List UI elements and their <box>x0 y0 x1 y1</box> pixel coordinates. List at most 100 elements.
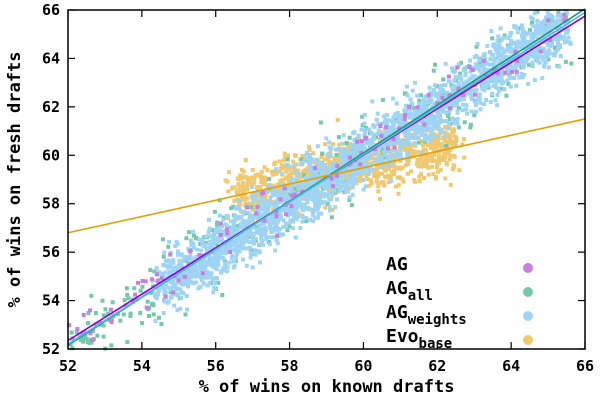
data-point <box>375 132 380 136</box>
data-point <box>412 80 417 85</box>
data-point <box>335 118 340 122</box>
data-point <box>282 186 287 191</box>
data-point <box>395 111 400 115</box>
data-point <box>267 242 272 247</box>
data-point <box>371 134 376 139</box>
data-point <box>382 135 387 140</box>
data-point <box>447 117 452 122</box>
data-point <box>415 93 419 98</box>
data-point <box>398 150 403 155</box>
data-point <box>559 18 564 23</box>
legend-marker <box>523 287 533 297</box>
data-point <box>489 78 494 83</box>
data-point <box>232 219 237 224</box>
data-point <box>340 181 345 186</box>
data-point <box>233 213 237 218</box>
data-point <box>420 139 424 143</box>
data-point <box>362 133 367 138</box>
data-point <box>354 178 358 183</box>
data-point <box>211 241 216 245</box>
data-point <box>394 127 399 132</box>
data-point <box>529 46 534 51</box>
data-point <box>298 202 303 207</box>
data-point <box>143 279 148 284</box>
data-point <box>159 285 164 290</box>
data-point <box>392 120 397 125</box>
data-point <box>546 65 551 70</box>
data-point <box>528 28 532 33</box>
data-point <box>178 306 183 311</box>
data-point <box>258 260 262 265</box>
data-point <box>194 280 199 285</box>
data-point <box>346 166 351 171</box>
data-point <box>432 122 437 127</box>
data-point <box>524 43 529 47</box>
data-point <box>491 52 495 57</box>
data-point <box>161 297 166 302</box>
data-point <box>461 92 466 97</box>
data-point <box>231 239 236 244</box>
data-point <box>163 294 168 299</box>
data-point <box>538 49 543 54</box>
data-point <box>378 156 383 161</box>
data-point <box>84 337 89 342</box>
data-point <box>430 134 435 139</box>
data-point <box>88 331 93 336</box>
data-point <box>231 243 236 247</box>
data-point <box>415 112 419 117</box>
data-point <box>310 213 315 218</box>
data-point <box>563 8 568 13</box>
data-point <box>322 200 327 205</box>
data-point <box>389 170 394 175</box>
data-point <box>153 291 158 296</box>
data-point <box>225 214 229 218</box>
data-point <box>549 41 554 46</box>
data-point <box>508 43 513 48</box>
data-point <box>397 141 402 146</box>
data-point <box>100 298 105 303</box>
data-point <box>432 153 437 157</box>
data-point <box>249 222 254 226</box>
data-point <box>243 201 248 206</box>
data-point <box>425 143 430 148</box>
data-point <box>522 61 527 66</box>
data-point <box>520 26 525 31</box>
data-point <box>468 58 473 63</box>
data-point <box>541 46 546 51</box>
data-point <box>263 175 267 180</box>
data-point <box>380 162 385 167</box>
data-point <box>304 153 309 158</box>
data-point <box>260 207 265 212</box>
data-point <box>223 178 228 183</box>
data-point <box>307 168 312 173</box>
data-point <box>407 141 412 146</box>
data-point <box>340 162 345 167</box>
data-point <box>313 166 317 171</box>
data-point <box>446 114 450 118</box>
data-point <box>439 157 444 162</box>
data-point <box>419 157 424 161</box>
data-point <box>488 57 493 62</box>
data-point <box>276 219 281 224</box>
data-point <box>541 57 546 62</box>
data-point <box>546 21 551 25</box>
data-point <box>272 235 277 240</box>
data-point <box>150 302 154 307</box>
data-point <box>263 233 268 238</box>
data-point <box>530 21 534 26</box>
data-point <box>189 238 193 243</box>
data-point <box>530 42 535 47</box>
data-point <box>405 128 410 133</box>
data-point <box>194 254 199 259</box>
data-point <box>294 198 299 203</box>
data-point <box>351 142 356 147</box>
data-point <box>462 81 467 85</box>
data-point <box>367 155 371 159</box>
data-point <box>329 215 334 220</box>
data-point <box>202 235 207 240</box>
data-point <box>177 263 182 268</box>
data-point <box>198 248 203 253</box>
data-point <box>168 252 173 257</box>
data-point <box>431 126 436 131</box>
data-point <box>398 122 403 127</box>
